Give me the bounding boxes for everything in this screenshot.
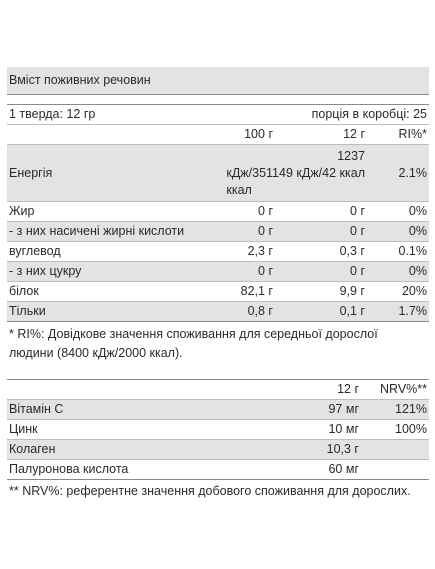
nrv-footnote: ** NRV%: референтне значення добового сп… [9,484,411,498]
nutrient-row: вуглевод 2,3 г 0,3 г 0.1% [7,242,429,262]
nutrient-ri: 0% [408,204,427,218]
nutrient-ri: 20% [401,284,427,298]
nutrient-per100: 0 г [258,224,273,238]
ri-footnote-line-2: людини (8400 кДж/2000 ккал). [9,346,183,360]
nutrient-name: - з них цукру [9,264,82,278]
ri-footnote: * RI%: Довідкове значення споживання для… [7,322,429,367]
vitamin-name: Цинк [9,422,38,436]
vitamin-name: Вітамін С [9,402,64,416]
nutrient-per100: 0,8 г [247,304,273,318]
nutrient-name: Тільки [9,304,46,318]
label-title: Вміст поживних речовин [7,67,429,95]
energy-value: 1237 кДж/351149 кДж/42 ккал ккал [226,148,365,199]
nutrient-per12: 0,3 г [339,244,365,258]
header-per100: 100 г [244,127,273,141]
vitamin-amount: 10,3 г [326,442,359,456]
nutrient-ri: 0% [408,224,427,238]
vitamin-nrv: 121% [395,402,427,416]
nutrient-header-row: 100 г 12 г RI%* [7,125,429,145]
header-ri: RI%* [398,127,427,141]
energy-ri: 2.1% [398,165,428,180]
energy-name: Енергія [9,165,53,180]
serving-size: 1 тверда: 12 гр [9,107,96,121]
nutrient-per100: 2,3 г [247,244,273,258]
vitamin-row: Палуронова кислота 60 мг [7,460,429,480]
vitamin-header-nrv: NRV%** [379,382,427,396]
vitamin-header-amount: 12 г [337,382,359,396]
ri-footnote-line-1: * RI%: Довідкове значення споживання для… [9,327,378,341]
energy-line-1: 1237 [337,148,365,163]
nutrient-per100: 0 г [258,264,273,278]
nutrition-label: Вміст поживних речовин 1 тверда: 12 гр п… [7,67,429,502]
vitamin-name: Колаген [9,442,56,456]
energy-line-2: кДж/351149 кДж/42 ккал [226,165,365,180]
vitamin-header-row: 12 г NRV%** [7,380,429,400]
nutrient-row: білок 82,1 г 9,9 г 20% [7,282,429,302]
nutrient-per12: 0 г [350,264,365,278]
nutrient-per12: 0,1 г [339,304,365,318]
vitamin-amount: 10 мг [328,422,359,436]
vitamin-amount: 60 мг [328,462,359,476]
vitamin-name: Палуронова кислота [9,462,129,476]
section-divider [7,367,429,380]
nutrient-ri: 1.7% [398,304,428,318]
nutrient-row: - з них цукру 0 г 0 г 0% [7,262,429,282]
vitamin-amount: 97 мг [328,402,359,416]
vitamin-nrv: 100% [395,422,427,436]
nutrient-name: Жир [9,204,35,218]
nutrient-row: Жир 0 г 0 г 0% [7,202,429,222]
header-per12: 12 г [343,127,365,141]
nutrient-ri: 0.1% [398,244,428,258]
nutrient-per12: 9,9 г [339,284,365,298]
divider [7,95,429,105]
nutrient-row: Тільки 0,8 г 0,1 г 1.7% [7,302,429,322]
nutrient-row: - з них насичені жирні кислоти 0 г 0 г 0… [7,222,429,242]
energy-line-3: ккал [226,182,252,197]
nutrient-name: вуглевод [9,244,61,258]
nutrient-per12: 0 г [350,204,365,218]
nutrient-per12: 0 г [350,224,365,238]
vitamin-row: Вітамін С 97 мг 121% [7,400,429,420]
vitamin-row: Цинк 10 мг 100% [7,420,429,440]
nutrient-ri: 0% [408,264,427,278]
vitamin-row: Колаген 10,3 г [7,440,429,460]
nutrient-per100: 82,1 г [240,284,273,298]
servings-per-box: порція в коробці: 25 [311,107,427,121]
energy-row: Енергія 1237 кДж/351149 кДж/42 ккал ккал… [7,145,429,202]
serving-row: 1 тверда: 12 гр порція в коробці: 25 [7,105,429,125]
nutrient-name: - з них насичені жирні кислоти [9,224,185,238]
nutrient-per100: 0 г [258,204,273,218]
nutrient-name: білок [9,284,39,298]
